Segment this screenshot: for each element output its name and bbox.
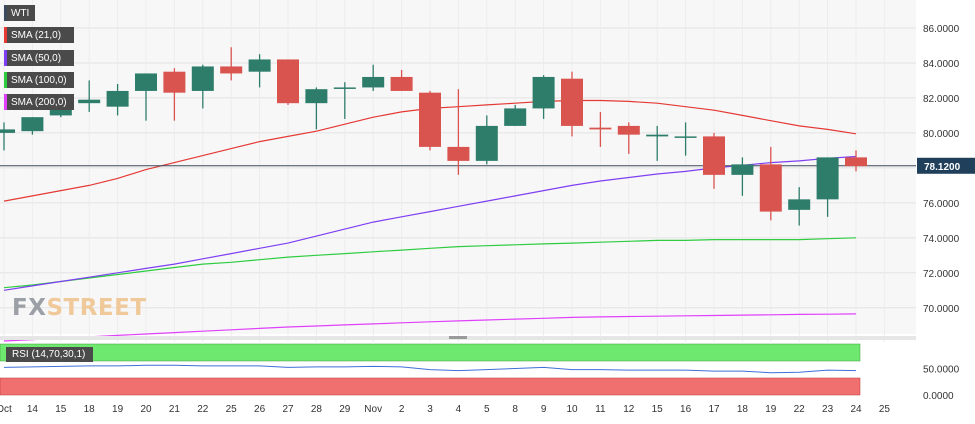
pane-resize-handle [449,336,467,339]
rsi-oversold-zone [0,377,861,396]
legend-sma50-label: SMA (50,0) [11,52,62,64]
y-tick-label: 80.0000 [923,129,960,140]
x-tick-label: 9 [541,404,547,415]
legend-instrument[interactable]: WTI [4,5,36,21]
x-tick-label: 5 [484,404,490,415]
x-tick-label: 19 [112,404,124,415]
x-tick-label: 17 [708,404,720,415]
x-tick-label: 25 [226,404,238,415]
candle-body [78,99,101,104]
x-tick-label: 2 [399,404,405,415]
legend-sma200[interactable]: SMA (200,0) [4,94,74,110]
rsi-legend[interactable]: RSI (14,70,30,1) [6,347,94,362]
candle-body [731,164,754,175]
candle-body [248,59,271,72]
watermark-part1: FX [12,295,47,321]
y-tick-label: 82.0000 [923,94,960,105]
candle-body [447,146,470,161]
x-tick-label: 26 [254,404,266,415]
candle-body [788,199,811,210]
candle-body [277,59,299,104]
rsi-tick-label: 50.0000 [923,365,960,376]
x-tick-label: 24 [850,404,862,415]
y-tick-label: 84.0000 [923,59,960,70]
candle-body [532,76,555,109]
candle-body [220,66,243,74]
candle-body [703,136,725,175]
axis-area [916,0,975,419]
x-tick-label: 10 [566,404,578,415]
rsi-tick-label: 0.0000 [923,391,954,402]
fxstreet-watermark: FXSTREET [12,295,147,321]
candle-body [646,134,669,137]
y-tick-label: 74.0000 [923,234,960,245]
x-tick-label: 20 [140,404,152,415]
x-tick-label: Oct [0,404,12,415]
price-tag-bg [917,157,975,174]
legend-sma21-label: SMA (21,0) [11,29,62,41]
x-tick-label: 27 [282,404,294,415]
y-tick-label: 70.0000 [923,304,960,315]
y-tick-label: 72.0000 [923,269,960,280]
candle-body [759,164,782,212]
candle-body [135,73,157,91]
candle-body [589,127,612,130]
candle-body [163,71,186,93]
candle-body [475,125,498,161]
candle-body [561,78,583,126]
sma100-line [3,237,857,289]
x-tick-label: 18 [84,404,96,415]
x-tick-label: 18 [737,404,749,415]
x-tick-label: 15 [55,404,67,415]
y-tick-label: 76.0000 [923,199,960,210]
x-tick-label: 25 [879,404,891,415]
legend-sma21[interactable]: SMA (21,0) [4,27,74,43]
price-tag-label: 78.1200 [924,162,961,173]
y-tick-label: 86.0000 [923,24,960,35]
x-tick-label: 11 [595,404,606,415]
watermark-part2: STREET [46,295,147,321]
x-tick-label: 22 [794,404,806,415]
candle-body [191,66,214,91]
legend-sma100-label: SMA (100,0) [11,74,67,86]
candle-body [617,125,640,135]
x-tick-label: 14 [27,404,39,415]
x-tick-label: 22 [197,404,209,415]
x-tick-label: Nov [364,404,382,415]
x-tick-label: 19 [765,404,777,415]
rsi-legend-label: RSI (14,70,30,1) [12,349,86,360]
sma200-line [3,313,857,342]
candle-body [49,108,72,116]
x-tick-label: 8 [512,404,518,415]
x-tick-label: 4 [456,404,462,415]
candle-body [0,129,15,133]
candle-body [21,117,44,132]
x-tick-label: 12 [623,404,635,415]
x-tick-label: 16 [680,404,692,415]
legend-sma50[interactable]: SMA (50,0) [4,50,74,66]
x-tick-label: 15 [652,404,664,415]
candle-body [333,87,356,89]
candle-body [390,76,413,91]
candle-body [674,136,697,138]
legend-sma200-label: SMA (200,0) [11,96,67,108]
x-tick-label: 23 [822,404,834,415]
legend-instrument-label: WTI [11,7,30,19]
x-tick-label: 21 [169,404,181,415]
candle-body [845,157,867,167]
candle-body [305,89,328,104]
candle-body [362,76,385,88]
legend-sma100[interactable]: SMA (100,0) [4,72,74,88]
rsi-line [3,364,857,374]
x-tick-label: 3 [427,404,433,415]
candle-body [106,90,129,107]
x-tick-label: 29 [339,404,351,415]
candle-body [816,157,839,200]
x-tick-label: 28 [311,404,323,415]
candle-body [419,92,441,147]
candle-body [504,108,527,126]
rsi-overbought-zone [0,343,861,362]
